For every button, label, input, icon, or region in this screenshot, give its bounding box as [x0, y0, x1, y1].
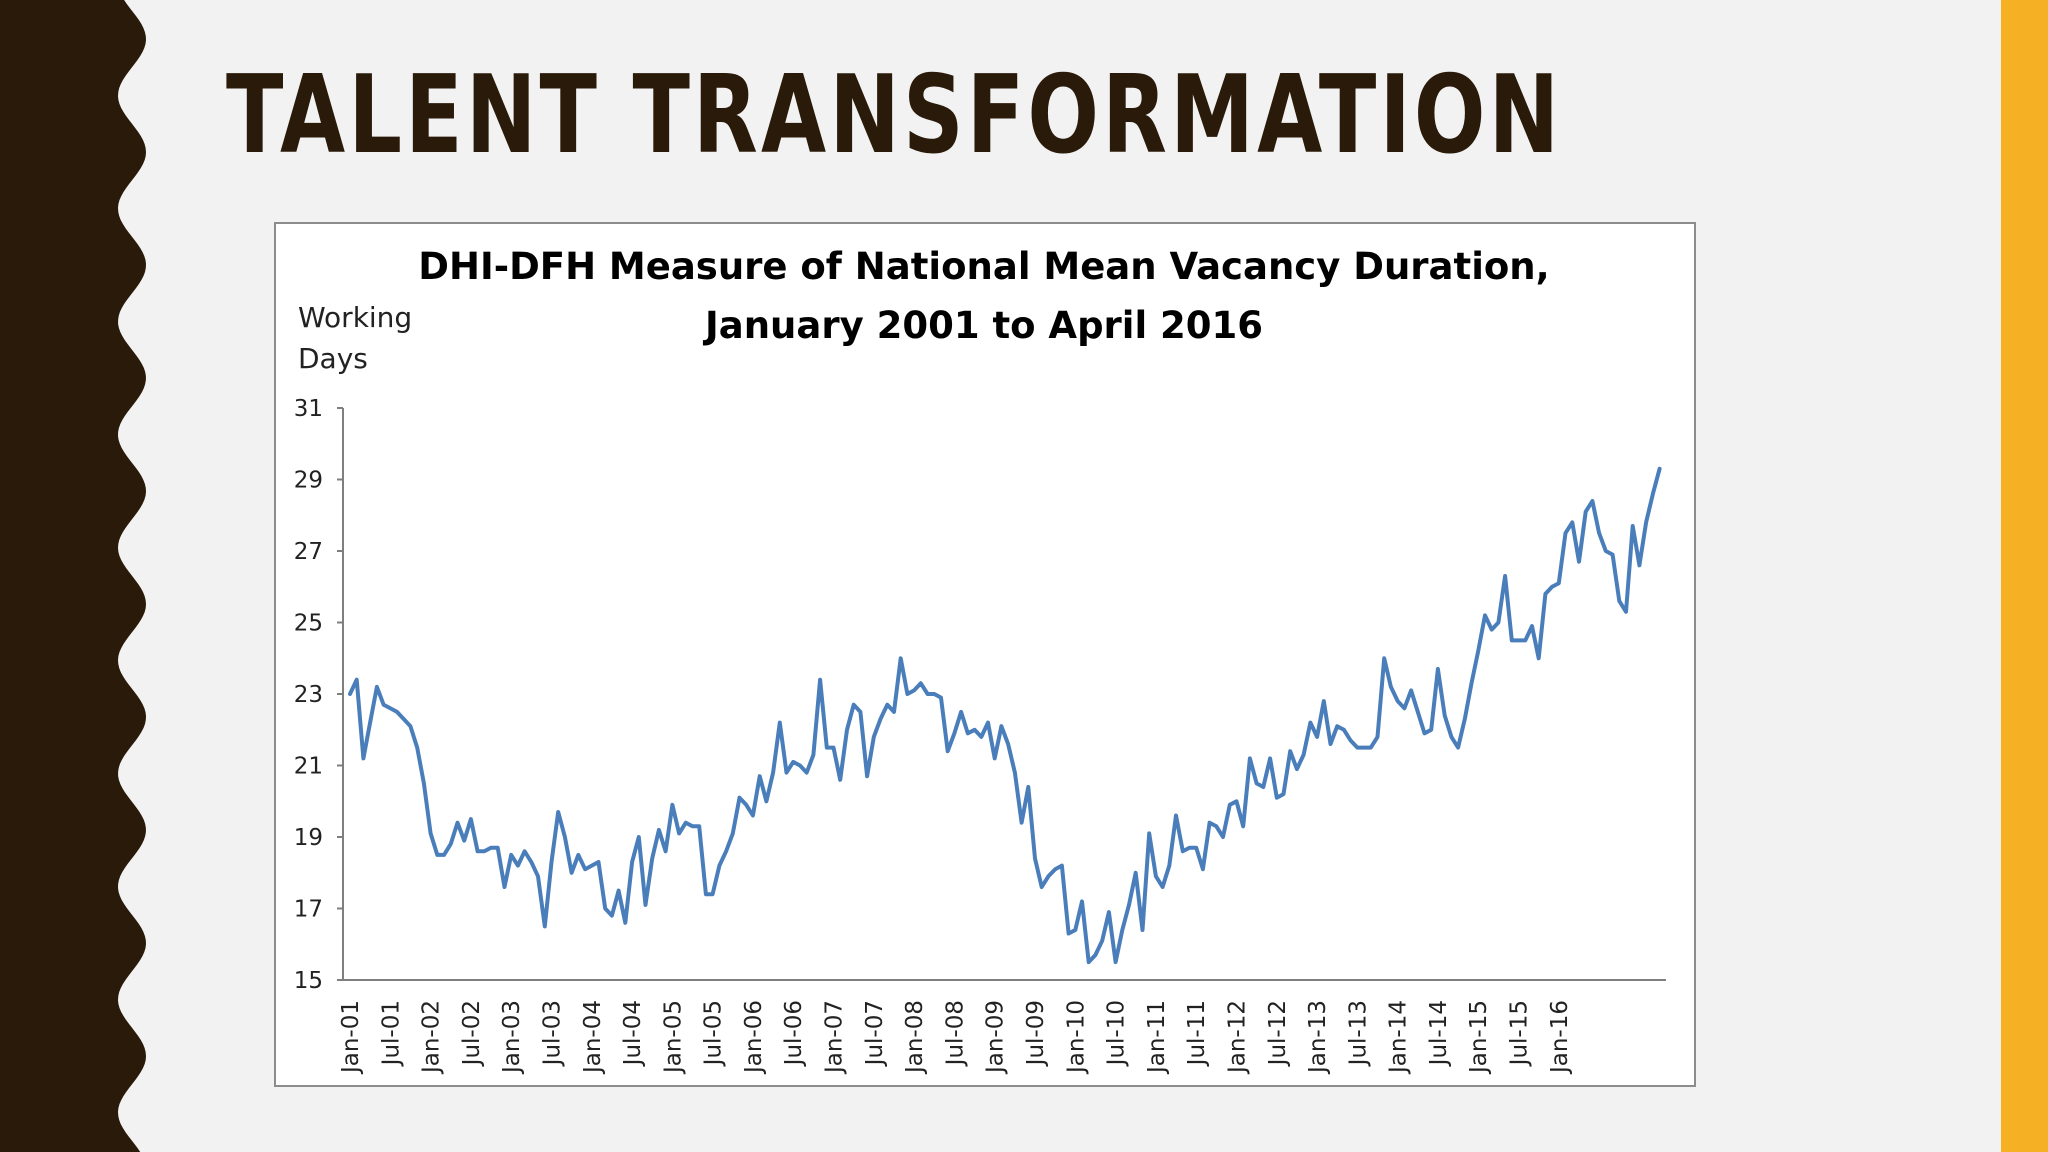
x-tick-label: Jul-15: [1507, 1000, 1533, 1067]
line-chart: DHI-DFH Measure of National Mean Vacancy…: [294, 245, 1666, 1075]
x-axis: Jan-01 Jul-01 Jan-02 Jul-02 Jan-03 Jul-03 Jan-…: [338, 979, 1666, 1075]
x-tick-label: Jan-14: [1386, 1000, 1412, 1075]
x-tick-label: Jan-11: [1144, 1000, 1170, 1075]
x-tick-label: Jul-06: [781, 1000, 807, 1067]
chart-title-line-2: January 2001 to April 2016: [702, 304, 1263, 347]
right-accent-band: [2001, 0, 2048, 1152]
x-tick-label: Jan-16: [1547, 1000, 1573, 1075]
y-tick-label: 27: [294, 539, 323, 565]
x-tick-label: Jan-13: [1305, 1000, 1331, 1075]
x-tick-label: Jul-07: [862, 1000, 888, 1067]
y-axis-label-line-1: Working: [298, 301, 412, 334]
x-tick-label: Jan-02: [419, 1000, 445, 1075]
page-title: TALENT TRANSFORMATION: [226, 53, 1563, 178]
x-tick-label: Jul-05: [701, 1000, 727, 1067]
x-tick-label: Jul-10: [1104, 1000, 1130, 1067]
x-tick-label: Jul-11: [1184, 1000, 1210, 1067]
y-tick-label: 31: [294, 396, 323, 422]
x-tick-label: Jan-06: [741, 1000, 767, 1075]
x-tick-label: Jul-12: [1265, 1000, 1291, 1067]
x-tick-label: Jan-03: [499, 1000, 525, 1075]
chart-container: DHI-DFH Measure of National Mean Vacancy…: [274, 222, 1696, 1087]
x-tick-label: Jan-01: [338, 1000, 364, 1075]
y-tick-label: 15: [294, 968, 323, 994]
chart-title-line-1: DHI-DFH Measure of National Mean Vacancy…: [418, 245, 1549, 288]
x-tick-label: Jan-09: [983, 1000, 1009, 1075]
y-tick-label: 19: [294, 825, 323, 851]
x-tick-label: Jan-07: [822, 1000, 848, 1075]
x-tick-label: Jul-02: [459, 1000, 485, 1067]
x-tick-label: Jan-15: [1466, 1000, 1492, 1075]
x-tick-label: Jan-04: [580, 1000, 606, 1075]
x-tick-label: Jan-12: [1224, 1000, 1250, 1075]
x-tick-label: Jan-08: [902, 1000, 928, 1075]
y-tick-label: 25: [294, 611, 323, 637]
y-tick-label: 21: [294, 754, 323, 780]
left-wavy-band: [0, 0, 146, 1152]
x-tick-label: Jul-13: [1345, 1000, 1371, 1067]
x-tick-label: Jul-09: [1023, 1000, 1049, 1067]
y-tick-label: 29: [294, 468, 323, 494]
y-tick-label: 17: [294, 897, 323, 923]
x-tick-label: Jul-04: [620, 1000, 646, 1067]
x-tick-label: Jul-01: [378, 1000, 404, 1067]
x-tick-label: Jul-08: [942, 1000, 968, 1067]
x-tick-label: Jul-03: [539, 1000, 565, 1067]
y-axis-label-line-2: Days: [298, 342, 368, 375]
y-axis: 15 17 19 21 23 25 27 29 31: [294, 396, 344, 994]
y-tick-label: 23: [294, 682, 323, 708]
x-tick-label: Jan-10: [1063, 1000, 1089, 1075]
series-line-vacancy-duration: [348, 466, 1662, 965]
x-tick-label: Jan-05: [660, 1000, 686, 1075]
x-tick-label: Jul-14: [1426, 1000, 1452, 1067]
wavy-edge-shape: [0, 0, 146, 1152]
